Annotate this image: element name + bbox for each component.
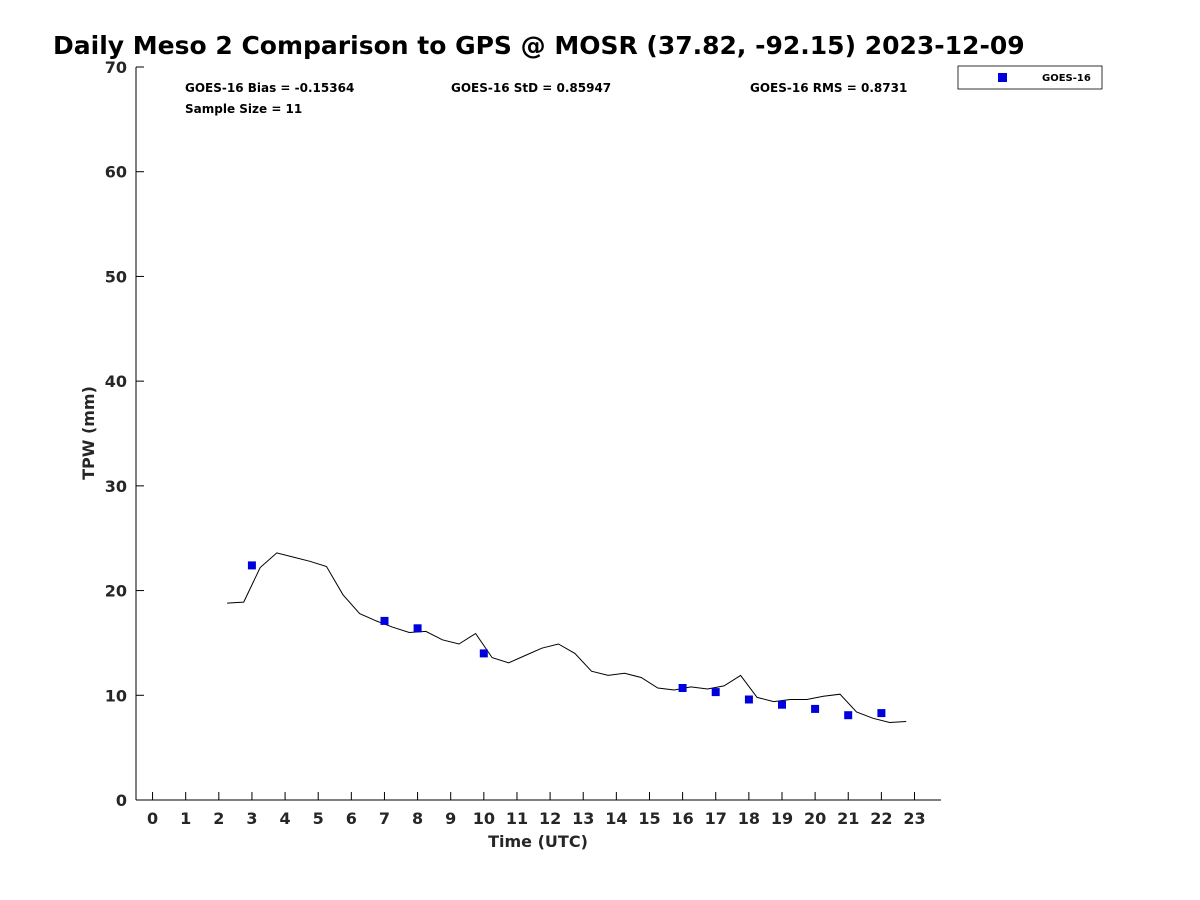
x-tick-label: 12: [539, 809, 561, 828]
x-tick-label: 10: [473, 809, 495, 828]
x-tick-label: 3: [246, 809, 257, 828]
goes16-scatter-series: [247, 561, 886, 720]
x-tick-label: 14: [605, 809, 627, 828]
x-tick-label: 0: [147, 809, 158, 828]
x-tick-label: 15: [638, 809, 660, 828]
legend: GOES-16: [957, 65, 1103, 90]
goes16-point: [380, 616, 389, 625]
y-ticks: 0 10 20 30 40 50 60 70: [105, 58, 144, 810]
legend-box: [957, 65, 1103, 90]
x-tick-label: 6: [346, 809, 357, 828]
x-tick-label: 11: [506, 809, 528, 828]
x-axis-label: Time (UTC): [488, 832, 588, 851]
x-tick-label: 4: [280, 809, 291, 828]
goes16-point: [844, 711, 853, 720]
y-tick-label: 30: [105, 477, 127, 496]
x-tick-label: 9: [445, 809, 456, 828]
gps-line-series: [227, 552, 907, 724]
goes16-point: [877, 709, 886, 718]
y-tick-label: 20: [105, 582, 127, 601]
stat-std: GOES-16 StD = 0.85947: [451, 81, 611, 95]
x-ticks: 0 1 2 3 4 5 6 7 8 9 10 11 12 13 14 15 16 17 18 19 20 21 22 23: [147, 792, 926, 828]
y-tick-label: 60: [105, 163, 127, 182]
y-tick-label: 10: [105, 686, 127, 705]
x-tick-label: 1: [180, 809, 191, 828]
x-tick-label: 7: [379, 809, 390, 828]
x-tick-label: 22: [870, 809, 892, 828]
legend-label-goes16: GOES-16: [1042, 73, 1091, 84]
goes16-point: [744, 695, 753, 704]
x-tick-label: 5: [313, 809, 324, 828]
x-tick-label: 16: [671, 809, 693, 828]
y-tick-label: 70: [105, 58, 127, 77]
y-tick-label: 50: [105, 267, 127, 286]
x-tick-label: 18: [738, 809, 760, 828]
stat-rms: GOES-16 RMS = 0.8731: [750, 81, 907, 95]
gps-line: [227, 552, 907, 724]
goes16-point: [413, 624, 422, 633]
legend-marker: [998, 73, 1007, 82]
y-tick-label: 0: [116, 791, 127, 810]
x-tick-label: 8: [412, 809, 423, 828]
stat-sample-size: Sample Size = 11: [185, 102, 302, 116]
x-tick-label: 23: [903, 809, 925, 828]
y-tick-label: 40: [105, 372, 127, 391]
goes16-point: [811, 704, 820, 713]
stat-bias: GOES-16 Bias = -0.15364: [185, 81, 354, 95]
x-tick-label: 21: [837, 809, 859, 828]
x-tick-label: 2: [213, 809, 224, 828]
x-tick-label: 20: [804, 809, 826, 828]
y-axis-label: TPW (mm): [79, 386, 98, 480]
goes16-point: [778, 700, 786, 709]
chart-title: Daily Meso 2 Comparison to GPS @ MOSR (3…: [53, 31, 1025, 60]
x-tick-label: 13: [572, 809, 594, 828]
goes16-point: [479, 649, 488, 658]
axes: 0 1 2 3 4 5 6 7 8 9 10 11 12 13 14 15 16 17 18 19 20 21 22 23 0…: [105, 58, 941, 828]
goes16-point: [247, 561, 256, 570]
goes16-point: [711, 688, 720, 697]
x-tick-label: 17: [705, 809, 727, 828]
goes16-point: [678, 684, 687, 692]
x-tick-label: 19: [771, 809, 793, 828]
stats-panel: GOES-16 Bias = -0.15364 GOES-16 StD = 0.…: [185, 81, 907, 116]
